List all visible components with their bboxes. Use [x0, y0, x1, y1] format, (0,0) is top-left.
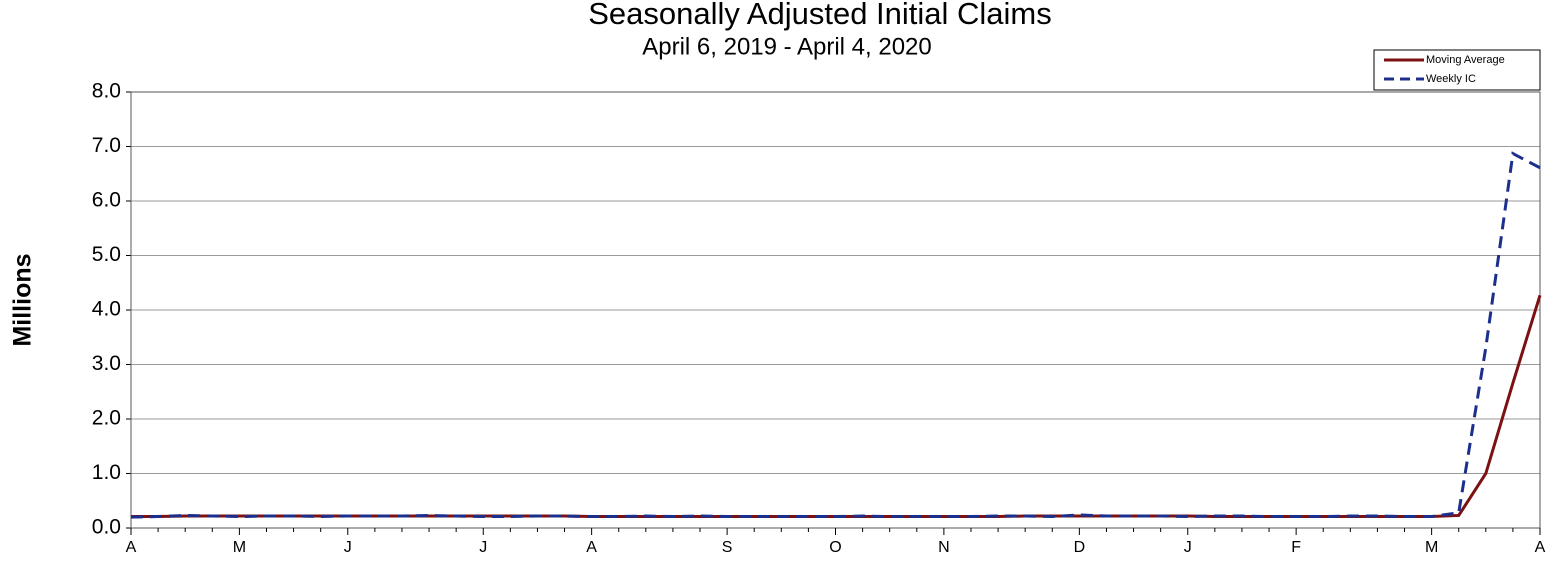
x-tick-label: D	[1074, 539, 1086, 556]
y-axis-label: Millions	[9, 253, 37, 346]
x-tick-label: S	[722, 539, 733, 556]
y-tick-label: 8.0	[92, 80, 121, 103]
x-tick-label: M	[233, 539, 246, 556]
x-tick-label: A	[1535, 539, 1546, 556]
y-tick-label: 6.0	[92, 189, 121, 212]
y-tick-label: 2.0	[92, 407, 121, 430]
x-tick-label: J	[479, 539, 487, 556]
chart-title: Seasonally Adjusted Initial Claims	[588, 0, 1052, 31]
series-line	[131, 294, 1542, 519]
y-tick-label: 1.0	[92, 461, 121, 484]
legend-box	[1373, 49, 1541, 91]
chart-subtitle: April 6, 2019 - April 4, 2020	[642, 33, 932, 60]
y-tick-label: 7.0	[92, 134, 121, 157]
x-tick-label: O	[829, 539, 841, 556]
x-tick-label: M	[1425, 539, 1438, 556]
x-tick-label: J	[344, 539, 352, 556]
x-tick-label: F	[1291, 539, 1301, 556]
x-tick-label: J	[1184, 539, 1192, 556]
y-tick-label: 3.0	[92, 352, 121, 375]
y-tick-label: 0.0	[92, 516, 121, 539]
x-tick-label: A	[586, 539, 597, 556]
legend-label: Moving Average	[1426, 54, 1505, 66]
legend-label: Weekly IC	[1426, 73, 1476, 85]
series-line	[130, 151, 1541, 519]
x-tick-label: N	[938, 539, 950, 556]
y-tick-label: 4.0	[92, 298, 121, 321]
y-tick-label: 5.0	[92, 243, 121, 266]
x-tick-label: A	[126, 539, 137, 556]
